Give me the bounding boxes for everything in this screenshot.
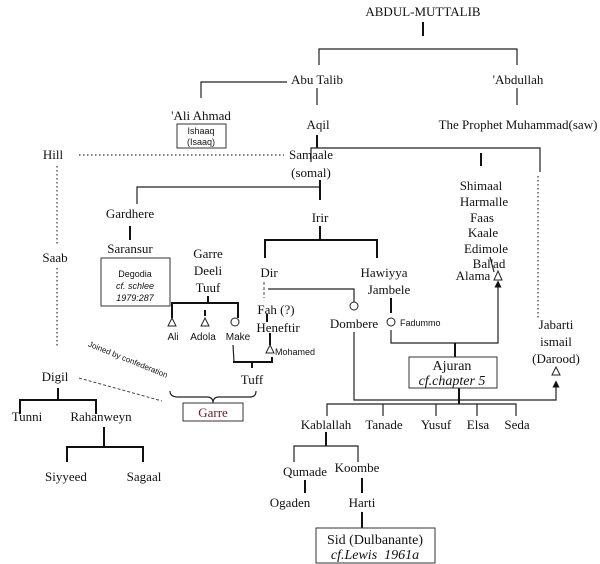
node-tanade: Tanade bbox=[365, 417, 403, 432]
node-samaale: Samaale bbox=[289, 147, 333, 162]
degodia-year-label: 1979:287 bbox=[116, 293, 155, 303]
node-elsa: Elsa bbox=[467, 417, 490, 432]
ishaaq-box bbox=[176, 123, 227, 149]
node-heneftir: Heneftir bbox=[256, 320, 300, 335]
node-siyyeed: Siyyeed bbox=[45, 469, 87, 484]
node-saab: Saab bbox=[42, 250, 67, 265]
kinship-symbols bbox=[167, 269, 561, 376]
node-ogaden: Ogaden bbox=[270, 495, 311, 510]
node-hill: Hill bbox=[43, 147, 64, 162]
node-ali-ahmad: 'Ali Ahmad bbox=[171, 108, 231, 123]
node-faas: Faas bbox=[470, 210, 494, 225]
node-saransur: Saransur bbox=[107, 241, 153, 256]
node-balad: Bal'ad bbox=[473, 256, 506, 271]
node-tunni: Tunni bbox=[12, 409, 43, 424]
node-deeli: Deeli bbox=[194, 263, 223, 278]
ajuran-ref-label: cf.chapter 5 bbox=[419, 374, 486, 389]
isaaq-label: (Isaaq) bbox=[187, 137, 215, 147]
node-jabarti: Jabarti bbox=[539, 317, 574, 332]
node-irir: Irir bbox=[312, 210, 329, 225]
degodia-box bbox=[100, 257, 171, 307]
node-abdullah: 'Abdullah bbox=[493, 72, 544, 87]
garre-box-label: Garre bbox=[198, 405, 228, 420]
node-prophet-muhammad: The Prophet Muhammad(saw) bbox=[439, 117, 598, 132]
node-adola: Adola bbox=[190, 332, 216, 343]
node-abdul-muttalib: ABDUL-MUTTALIB bbox=[365, 4, 481, 19]
male-triangle-icon bbox=[265, 343, 275, 354]
garre-box bbox=[182, 402, 244, 422]
node-dombere: Dombere bbox=[330, 316, 379, 331]
node-shimaal: Shimaal bbox=[460, 178, 503, 193]
node-abu-talib: Abu Talib bbox=[291, 72, 343, 87]
node-alama: Alama bbox=[456, 268, 491, 283]
male-triangle-icon bbox=[200, 316, 210, 327]
node-koombe: Koombe bbox=[335, 460, 380, 475]
node-harmalle: Harmalle bbox=[460, 194, 509, 209]
sid-ref-label: cf.Lewis 1961a bbox=[331, 548, 419, 563]
female-circle-icon bbox=[349, 301, 359, 311]
node-somal: (somal) bbox=[291, 165, 331, 180]
node-tuuf: Tuuf bbox=[196, 280, 221, 295]
node-aqil: Aqil bbox=[306, 117, 330, 132]
node-seda: Seda bbox=[504, 417, 530, 432]
node-dir: Dir bbox=[260, 265, 278, 280]
node-ali: Ali bbox=[167, 332, 178, 343]
degodia-label: Degodia bbox=[118, 269, 152, 279]
sid-box bbox=[315, 527, 436, 564]
node-kaale: Kaale bbox=[468, 225, 499, 240]
node-qumade: Qumade bbox=[283, 464, 327, 479]
node-rahanweyn: Rahanweyn bbox=[70, 409, 132, 424]
male-triangle-icon bbox=[167, 316, 177, 327]
node-ismail: ismail bbox=[540, 334, 572, 349]
node-tuff: Tuff bbox=[241, 372, 264, 387]
female-circle-icon bbox=[230, 317, 240, 327]
node-hawiyya: Hawiyya bbox=[361, 265, 408, 280]
node-jambele: Jambele bbox=[368, 282, 411, 297]
node-harti: Harti bbox=[349, 495, 376, 510]
ajuran-label: Ajuran bbox=[433, 359, 472, 374]
male-triangle-icon bbox=[551, 365, 561, 376]
node-digil: Digil bbox=[42, 369, 69, 384]
degodia-ref-label: cf. schlee bbox=[116, 281, 154, 291]
male-triangle-icon bbox=[493, 269, 503, 281]
node-darood: (Darood) bbox=[532, 351, 580, 366]
node-edimole: Edimole bbox=[464, 241, 508, 256]
node-sagaal: Sagaal bbox=[127, 469, 162, 484]
node-fadummo: Fadummo bbox=[400, 318, 441, 328]
node-garre: Garre bbox=[193, 246, 223, 261]
node-fah: Fah (?) bbox=[257, 302, 294, 317]
node-gardhere: Gardhere bbox=[106, 206, 155, 221]
node-make: Make bbox=[226, 332, 251, 343]
female-circle-icon bbox=[386, 317, 396, 327]
ishaaq-label: Ishaaq bbox=[187, 126, 214, 136]
ajuran-box bbox=[408, 356, 498, 389]
confederation-note: Joined by confederation bbox=[87, 340, 169, 380]
sid-label: Sid (Dulbanante) bbox=[327, 533, 423, 548]
node-kablallah: Kablallah bbox=[301, 417, 352, 432]
node-mohamed: Mohamed bbox=[275, 347, 315, 357]
node-yusuf: Yusuf bbox=[421, 417, 452, 432]
